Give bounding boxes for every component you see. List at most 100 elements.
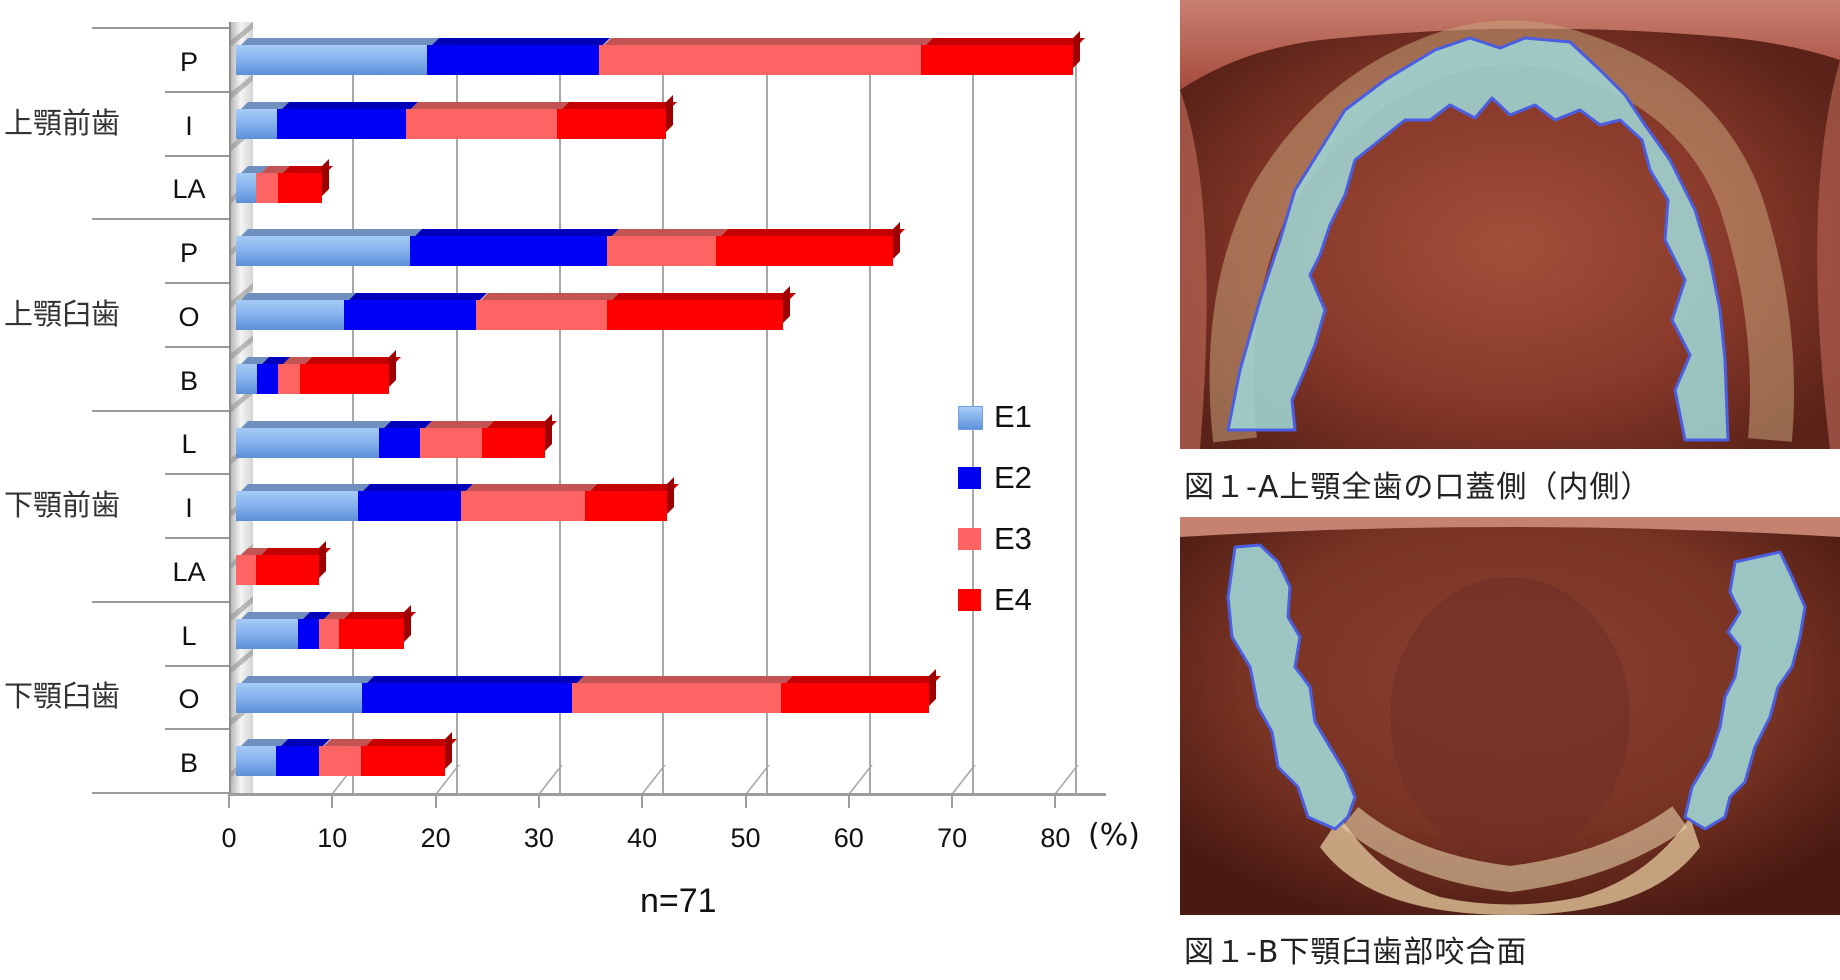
- category-separator: [165, 664, 229, 667]
- bar-segment-e2: [276, 739, 331, 777]
- bar-segment-e2: [297, 611, 331, 649]
- bar-segment-e4: [716, 229, 905, 267]
- bar-segment-e4: [278, 165, 334, 203]
- x-tick: [537, 794, 540, 808]
- group-separator: [92, 409, 229, 412]
- category-label: L: [181, 620, 197, 651]
- bar-segment-e1: [236, 229, 422, 267]
- bar-segment-e1: [236, 484, 370, 522]
- category-label: P: [179, 238, 198, 269]
- x-tick: [1054, 794, 1057, 808]
- bar-segment-e3: [571, 675, 794, 713]
- legend-swatch-e3: [958, 528, 981, 550]
- bar-segment-e2: [362, 675, 584, 713]
- bar-segment-e2: [409, 229, 619, 267]
- bar-segment-e2: [357, 484, 474, 522]
- bar-segment-e2: [378, 420, 432, 458]
- category-label: P: [179, 46, 198, 77]
- bar-segment-e3: [255, 165, 291, 203]
- bar-segment-e4: [606, 293, 796, 330]
- bar-end-cap: [1072, 31, 1080, 68]
- bar-segment-e4: [360, 739, 457, 777]
- bar-segment-e1: [236, 356, 269, 394]
- category-separator: [165, 345, 229, 348]
- category-separator: [165, 537, 229, 539]
- category-label: B: [179, 365, 198, 396]
- x-tick-label: 0: [221, 823, 237, 853]
- legend-label-e4: E4: [994, 582, 1032, 617]
- x-axis-unit: (%): [1088, 818, 1140, 853]
- sample-size-label: n=71: [640, 882, 717, 920]
- category-label: LA: [172, 556, 206, 587]
- x-tick: [228, 794, 230, 808]
- bar-end-cap: [544, 413, 552, 451]
- bar-segment-e3: [419, 420, 494, 458]
- bar-segment-e4: [255, 548, 331, 585]
- bar-segment-e3: [461, 484, 598, 522]
- x-tick-label: 40: [627, 823, 658, 853]
- x-tick-label: 50: [730, 823, 761, 853]
- legend-swatch-e4: [958, 589, 981, 611]
- group-separator: [92, 792, 229, 794]
- bar-segment-e4: [781, 675, 942, 713]
- bar-segment-e4: [339, 611, 417, 649]
- photo-lower-molars: [1180, 517, 1840, 915]
- gridline-40: [662, 42, 665, 793]
- category-label: B: [179, 748, 198, 779]
- category-separator: [165, 728, 229, 731]
- bar-end-cap: [321, 158, 329, 196]
- bar-segment-e2: [427, 38, 611, 75]
- bar-segment-e3: [406, 101, 570, 139]
- bar-segment-e2: [256, 356, 291, 394]
- bar-end-cap: [404, 604, 412, 642]
- bar-end-cap: [929, 668, 937, 706]
- bar-segment-e4: [300, 356, 401, 394]
- x-tick-label: 60: [833, 823, 864, 853]
- bar-segment-e1: [236, 293, 357, 330]
- category-label: LA: [172, 174, 206, 205]
- stacked-bar-chart: 上顎前歯 上顎臼歯 下顎前歯 下顎臼歯 P I LA P O B L I LA L O B 0 10 20 30 4…: [4, 22, 1140, 920]
- bar-end-cap: [666, 477, 674, 515]
- bar-segment-e1: [236, 675, 375, 713]
- category-label: L: [181, 429, 197, 460]
- lower-arch-image: [1180, 517, 1840, 915]
- bar-end-cap: [892, 222, 900, 260]
- photo-upper-arch: [1180, 0, 1840, 449]
- category-separator: [165, 473, 229, 476]
- category-separator: [165, 154, 229, 157]
- group-separator: [92, 27, 229, 29]
- bar-end-cap: [783, 286, 791, 323]
- bar-segment-e3: [318, 611, 352, 649]
- gridline-80: [1075, 42, 1078, 793]
- x-tick-label: 70: [937, 823, 968, 853]
- bar-end-cap: [388, 349, 396, 387]
- x-tick: [331, 794, 334, 808]
- bar-segment-e2: [344, 293, 488, 330]
- group-label: 上顎前歯: [4, 105, 121, 140]
- group-label: 下顎前歯: [4, 488, 121, 523]
- figure-b-caption: 図１-B下顎臼歯部咬合面: [1184, 935, 1528, 970]
- bar-segment-e3: [278, 356, 313, 394]
- gridline-20: [455, 42, 458, 793]
- x-tick: [434, 794, 437, 808]
- category-label: O: [178, 301, 200, 332]
- figure-a-caption: 図１-A上顎全歯の口蓋側（内側）: [1184, 470, 1652, 505]
- x-tick-label: 30: [523, 823, 554, 853]
- bar-end-cap: [665, 94, 673, 132]
- bar-segment-e3: [606, 229, 729, 267]
- bar-segment-e3: [598, 38, 933, 75]
- group-label: 上顎臼歯: [4, 296, 121, 331]
- category-label: I: [185, 110, 193, 141]
- legend-label-e3: E3: [994, 521, 1032, 556]
- bar-segment-e1: [236, 165, 268, 203]
- bar-segment-e1: [236, 38, 440, 75]
- bar-segment-e1: [236, 420, 391, 458]
- category-separator: [165, 282, 229, 284]
- bar-segment-e4: [557, 101, 678, 139]
- bar-segment-e4: [920, 38, 1085, 75]
- category-label: O: [178, 684, 200, 715]
- bar-segment-e1: [236, 739, 289, 777]
- bar-segment-e1: [236, 101, 290, 139]
- group-separator: [92, 218, 229, 221]
- x-tick: [641, 794, 644, 808]
